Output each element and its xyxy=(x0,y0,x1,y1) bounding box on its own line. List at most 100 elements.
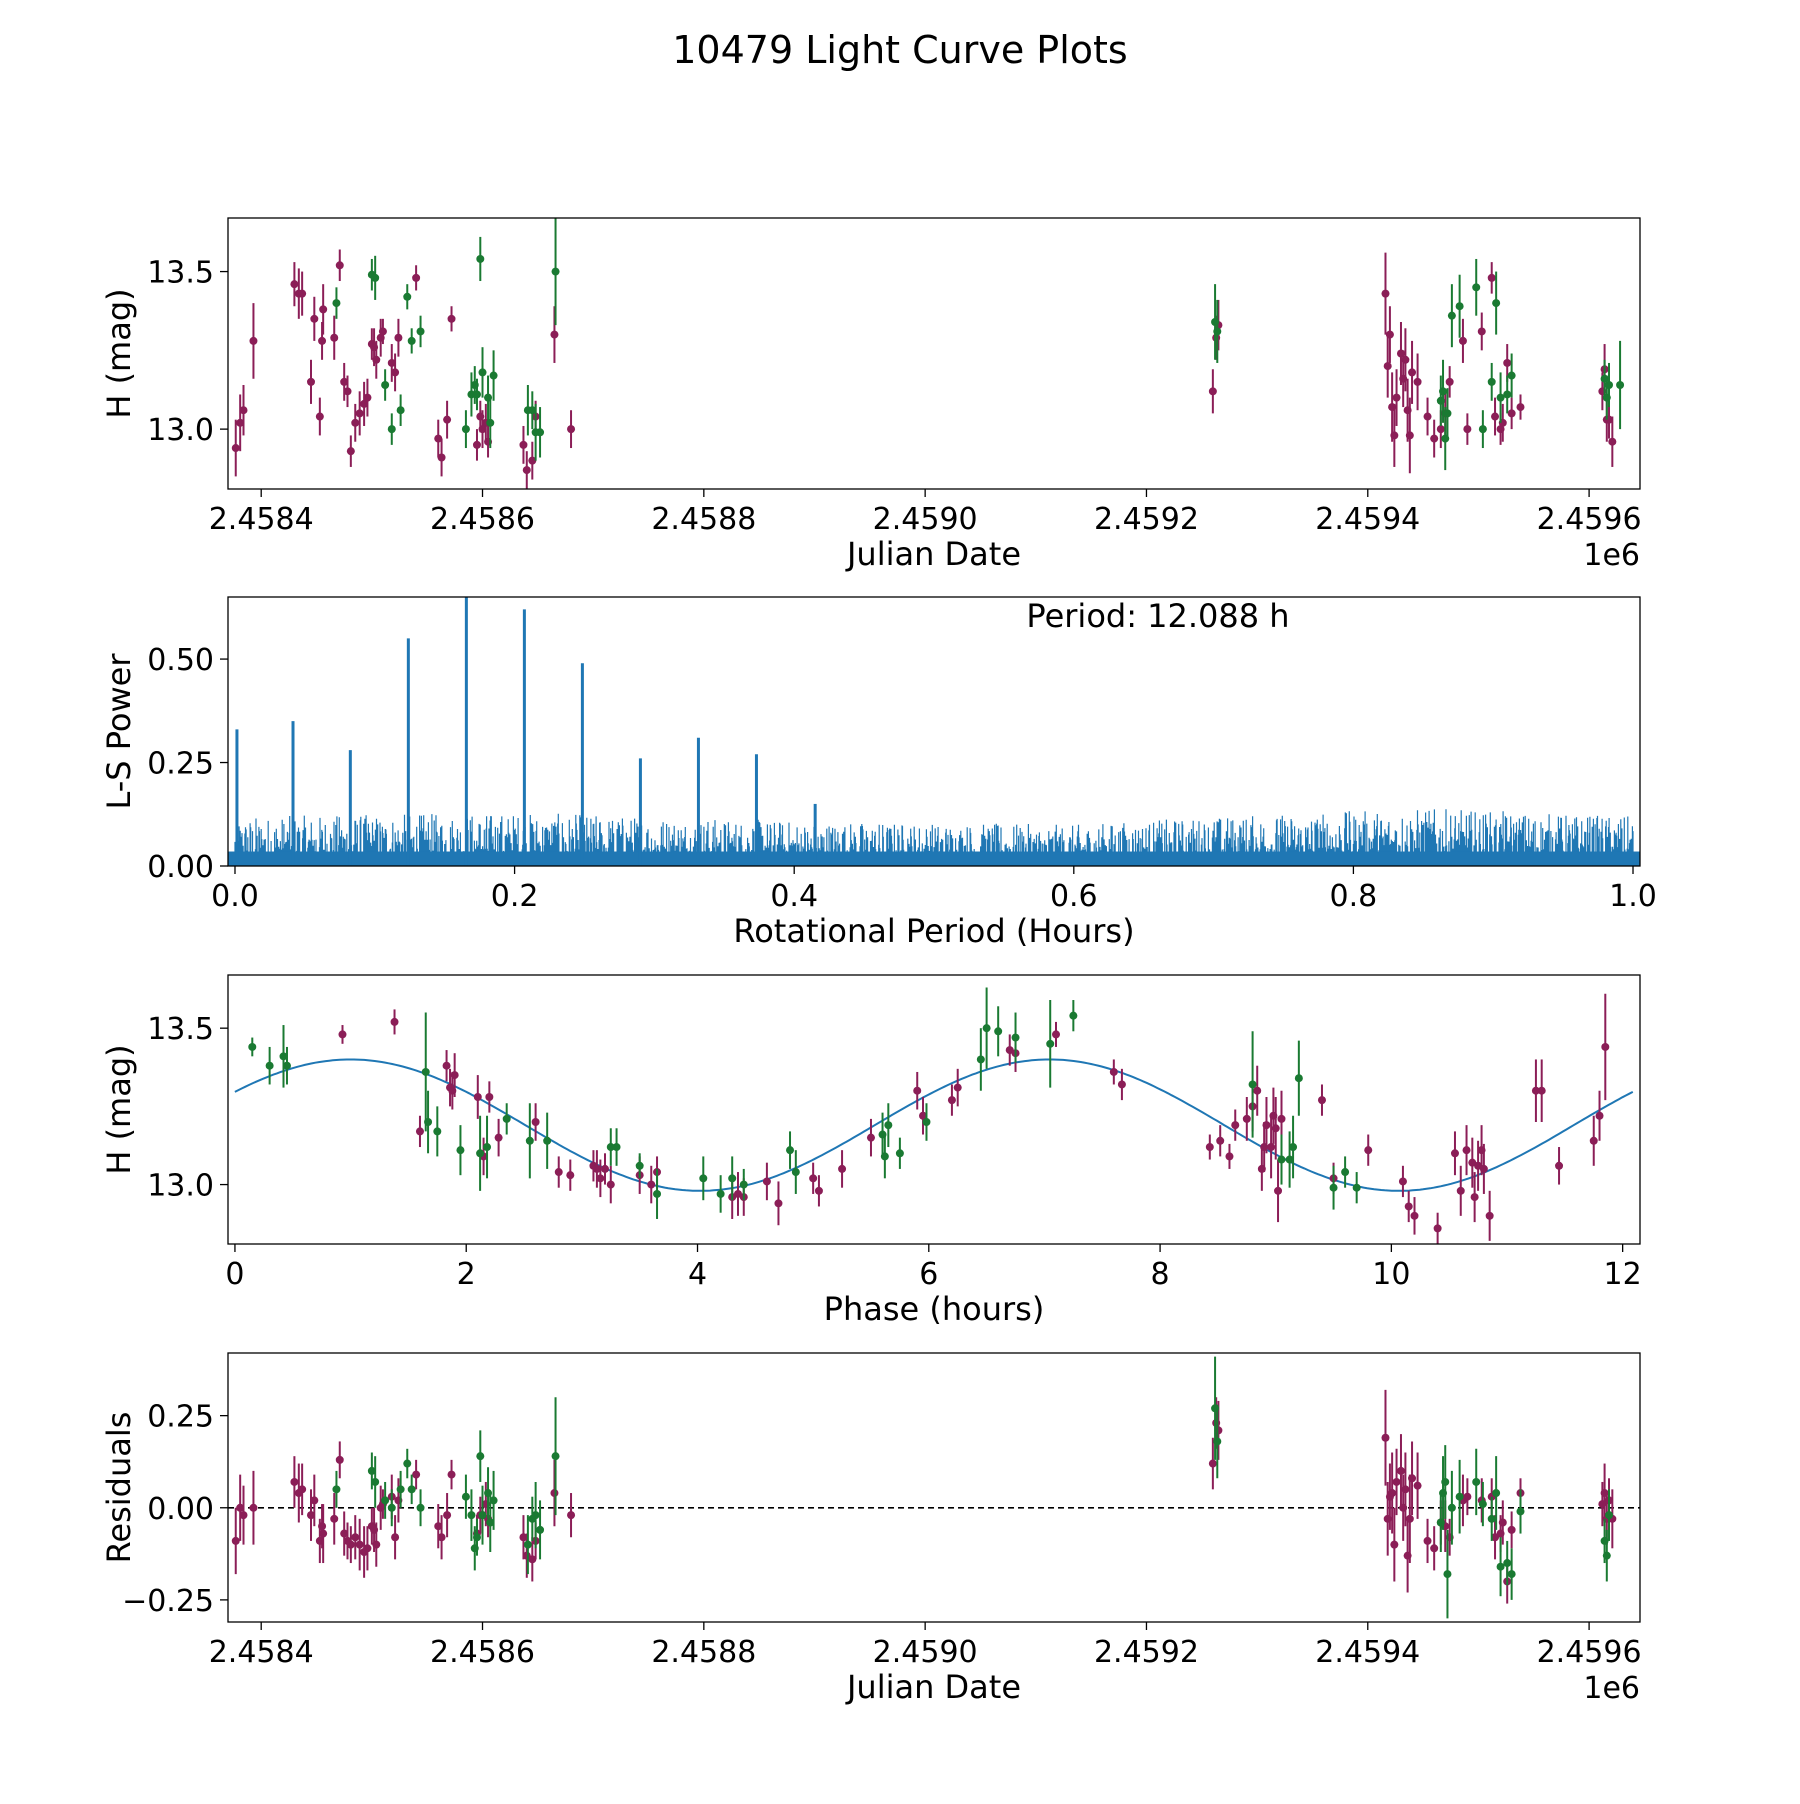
phased-magenta-point-43 xyxy=(1231,1121,1240,1130)
lightcurve-magenta-point-10 xyxy=(318,336,327,345)
phased-magenta-point-63 xyxy=(1456,1186,1465,1195)
lightcurve-magenta-point-75 xyxy=(1516,403,1525,412)
phased-magenta-point-10 xyxy=(494,1133,503,1142)
lightcurve-xtick-label-5: 2.4594 xyxy=(1315,502,1420,537)
periodogram-ytick-label-0: 0.00 xyxy=(147,850,214,885)
periodogram-ytick-label-1: 0.25 xyxy=(147,747,214,782)
residuals-magenta-point-20 xyxy=(363,1544,372,1553)
phased-green-point-10 xyxy=(502,1114,511,1123)
phased-xtick-label-6: 12 xyxy=(1604,1257,1642,1292)
lightcurve-green-point-0 xyxy=(332,299,341,308)
residuals-magenta-point-27 xyxy=(391,1533,400,1542)
lightcurve-series-green xyxy=(332,218,1625,471)
residuals-magenta-point-1 xyxy=(236,1503,245,1512)
phased-magenta-point-34 xyxy=(953,1083,962,1092)
phased-green-point-41 xyxy=(1352,1183,1361,1192)
residuals-magenta-point-16 xyxy=(346,1540,355,1549)
residuals-green-point-21 xyxy=(536,1525,545,1534)
lightcurve-magenta-point-65 xyxy=(1445,377,1454,386)
residuals-magenta-point-60 xyxy=(1413,1481,1422,1490)
phased-magenta-point-59 xyxy=(1404,1202,1413,1211)
residuals-ytick-label-2: 0.25 xyxy=(147,1400,214,1435)
residuals-green-point-0 xyxy=(332,1485,341,1494)
residuals-magenta-point-43 xyxy=(550,1489,559,1498)
phased-green-point-33 xyxy=(1069,1011,1078,1020)
residuals-magenta-point-6 xyxy=(298,1485,307,1494)
phased-magenta-point-28 xyxy=(814,1186,823,1195)
residuals-green-point-22 xyxy=(551,1452,560,1461)
residuals-green-point-3 xyxy=(381,1496,390,1505)
residuals-green-point-33 xyxy=(1487,1514,1496,1523)
lightcurve-green-point-34 xyxy=(1492,299,1501,308)
phased-magenta-point-46 xyxy=(1253,1086,1262,1095)
residuals-xtick-label-6: 2.4596 xyxy=(1537,1635,1642,1670)
phased-magenta-point-18 xyxy=(606,1180,615,1189)
phased-green-point-40 xyxy=(1341,1168,1350,1177)
residuals-green-point-18 xyxy=(523,1540,532,1549)
phased-green-point-39 xyxy=(1329,1183,1338,1192)
lightcurve-magenta-point-13 xyxy=(335,261,344,270)
phased-model-curve xyxy=(234,1058,1634,1192)
residuals-green-point-12 xyxy=(472,1533,481,1542)
residuals-green-point-34 xyxy=(1492,1489,1501,1498)
phased-green-point-26 xyxy=(895,1149,904,1158)
lightcurve-xtick-label-4: 2.4592 xyxy=(1094,502,1199,537)
lightcurve-green-point-19 xyxy=(528,406,537,415)
residuals-green-point-20 xyxy=(531,1511,540,1520)
lightcurve-green-point-32 xyxy=(1478,425,1487,434)
periodogram-xlabel: Rotational Period (Hours) xyxy=(733,912,1134,950)
lightcurve-magenta-point-8 xyxy=(310,314,319,323)
phased-green-point-20 xyxy=(739,1180,748,1189)
phased-magenta-point-50 xyxy=(1267,1143,1276,1152)
lightcurve-magenta-point-48 xyxy=(1381,289,1390,298)
residuals-magenta-point-54 xyxy=(1396,1466,1405,1475)
lightcurve-magenta-point-11 xyxy=(319,305,328,314)
phased-green-point-17 xyxy=(699,1174,708,1183)
phased-magenta-point-37 xyxy=(1052,1030,1061,1039)
periodogram-frame xyxy=(227,596,1641,867)
residuals-ytick-label-0: −0.25 xyxy=(122,1584,214,1619)
lightcurve-magenta-point-43 xyxy=(550,330,559,339)
lightcurve-magenta-point-6 xyxy=(298,289,307,298)
residuals-magenta-point-59 xyxy=(1408,1474,1417,1483)
phased-magenta-point-66 xyxy=(1470,1193,1479,1202)
lightcurve-magenta-point-69 xyxy=(1487,273,1496,282)
residuals-magenta-point-14 xyxy=(340,1529,349,1538)
phased-xtick-label-5: 10 xyxy=(1372,1257,1410,1292)
lightcurve-magenta-point-3 xyxy=(249,336,258,345)
phased-green-point-13 xyxy=(606,1143,615,1152)
phased-green-point-24 xyxy=(880,1152,889,1161)
phased-magenta-point-29 xyxy=(838,1164,847,1173)
lightcurve-offset-label: 1e6 xyxy=(1583,538,1640,573)
phased-magenta-point-41 xyxy=(1216,1136,1225,1145)
panel-phased: 0 2 4 6 8 10 12 13.0 13.5 Phase (hours) H (mag) xyxy=(100,974,1642,1328)
residuals-green-point-32 xyxy=(1478,1500,1487,1509)
phased-magenta-point-76 xyxy=(1601,1042,1610,1051)
lightcurve-magenta-point-80 xyxy=(1608,437,1617,446)
lightcurve-magenta-point-45 xyxy=(1208,387,1217,396)
phased-magenta-point-2 xyxy=(415,1127,424,1136)
lightcurve-magenta-point-0 xyxy=(231,444,240,453)
lightcurve-green-point-37 xyxy=(1507,371,1516,380)
phased-green-point-31 xyxy=(1011,1033,1020,1042)
lightcurve-magenta-point-56 xyxy=(1401,355,1410,364)
residuals-green-point-29 xyxy=(1447,1503,1456,1512)
lightcurve-magenta-point-31 xyxy=(437,453,446,462)
phased-magenta-point-42 xyxy=(1225,1152,1234,1161)
periodogram-xtick-label-4: 0.8 xyxy=(1330,879,1378,914)
lightcurve-frame xyxy=(227,217,1641,490)
residuals-magenta-point-2 xyxy=(239,1511,248,1520)
residuals-magenta-point-32 xyxy=(443,1511,452,1520)
phased-magenta-point-20 xyxy=(647,1180,656,1189)
lightcurve-magenta-point-18 xyxy=(355,409,364,418)
residuals-magenta-point-74 xyxy=(1507,1525,1516,1534)
phased-green-point-19 xyxy=(728,1174,737,1183)
lightcurve-green-point-40 xyxy=(1605,381,1614,390)
periodogram-xtick-label-5: 1.0 xyxy=(1609,879,1657,914)
residuals-magenta-point-4 xyxy=(290,1477,299,1486)
residuals-xtick-label-0: 2.4584 xyxy=(209,1635,314,1670)
residuals-magenta-point-7 xyxy=(306,1511,315,1520)
residuals-green-point-13 xyxy=(476,1452,485,1461)
lightcurve-green-point-5 xyxy=(396,406,405,415)
phased-magenta-point-12 xyxy=(554,1168,563,1177)
